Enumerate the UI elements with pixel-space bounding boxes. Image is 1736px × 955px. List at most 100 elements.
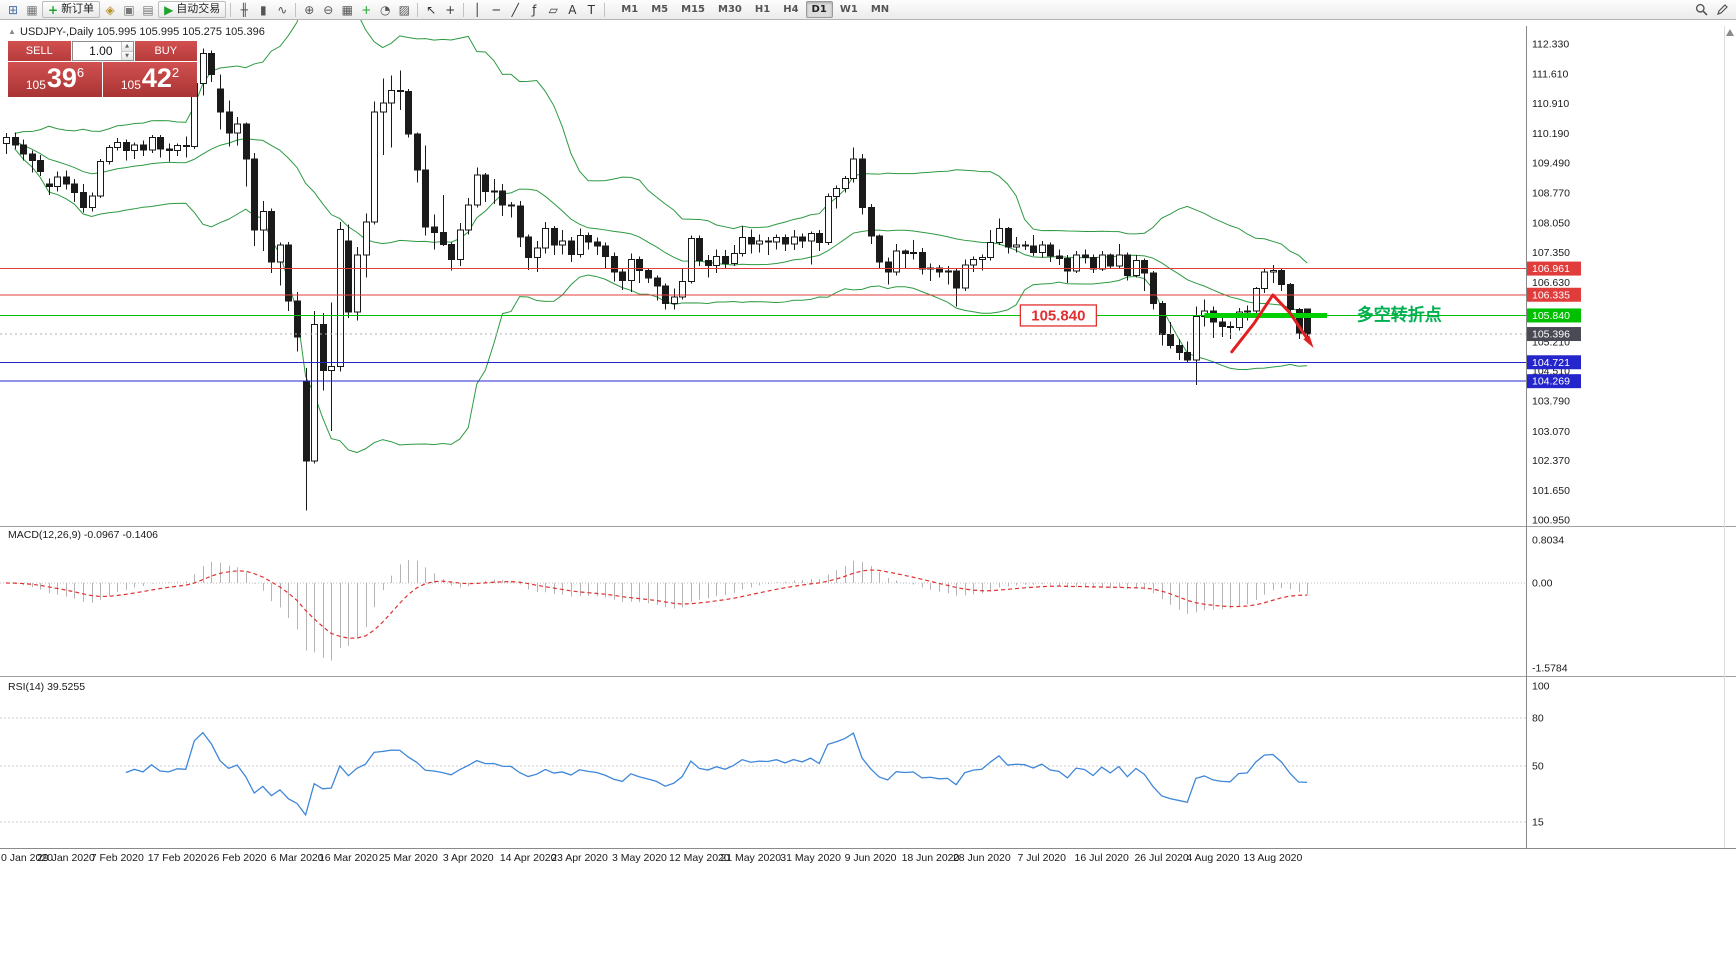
text-label-icon[interactable]: T [587, 2, 595, 17]
timeframe-button-d1[interactable]: D1 [805, 1, 833, 18]
candle-body [791, 236, 798, 245]
toolbar-right [1692, 1, 1732, 18]
sell-price-button[interactable]: 105 39 6 [8, 62, 102, 97]
price-axis[interactable]: 112.330 111.610 110.910 110.190 109.490 108.7… [1526, 26, 1582, 848]
date-tick-label: 29 Jan 2020 [37, 852, 95, 864]
date-tick-label: 16 Mar 2020 [319, 852, 378, 864]
volume-input[interactable] [72, 44, 115, 58]
candle-body [277, 244, 284, 263]
timeframe-button-m15[interactable]: M15 [681, 3, 706, 15]
indicators-icon[interactable]: + [361, 2, 372, 17]
sell-button[interactable]: SELL [8, 41, 71, 61]
candle-body [414, 133, 421, 171]
trendline-icon[interactable]: ╱ [511, 2, 519, 17]
macd-title: MACD(12,26,9) -0.0967 -0.1406 [8, 529, 158, 541]
profiles-icon[interactable]: ▦ [26, 2, 38, 17]
zoom-out-icon[interactable]: ⊖ [323, 2, 334, 17]
candle-body [602, 245, 609, 257]
trend-arrow [1230, 293, 1312, 354]
candle-body [1253, 288, 1260, 312]
horizontal-line-icon[interactable]: ─ [492, 2, 500, 17]
fibonacci-icon[interactable]: ƒ [532, 2, 537, 17]
navigator-icon[interactable]: ▤ [142, 2, 154, 17]
candle-body [226, 111, 233, 134]
vertical-line-icon[interactable]: │ [473, 2, 481, 17]
date-tick-label: 13 Aug 2020 [1243, 852, 1302, 864]
price-badge [1527, 355, 1581, 370]
bar-chart-icon[interactable]: ╫ [240, 2, 248, 17]
candle-body [482, 174, 489, 193]
candle-body [679, 281, 686, 298]
rsi-panel: 100 80 50 15 [0, 681, 1550, 829]
candle-body [1005, 227, 1012, 248]
search-icon[interactable] [1692, 1, 1711, 18]
candle-body [251, 158, 258, 231]
timeframe-button-m1[interactable]: M1 [621, 3, 639, 15]
price-tick-label: 103.790 [1532, 396, 1570, 408]
candle-body [1030, 245, 1037, 253]
line-chart-icon[interactable]: ∿ [277, 2, 288, 17]
date-tick-label: 28 Jun 2020 [953, 852, 1011, 864]
mql5-community-icon[interactable]: ◈ [105, 2, 115, 17]
timeframe-button-h4[interactable]: H4 [783, 3, 799, 15]
candle-body [508, 204, 515, 207]
candle-body [936, 267, 943, 273]
candle-body [850, 158, 857, 179]
market-watch-icon[interactable]: ▣ [123, 2, 135, 17]
timeframe-button-mn[interactable]: MN [870, 3, 890, 15]
autotrading-icon: ▶ [164, 2, 174, 17]
shapes-icon[interactable]: ▱ [548, 2, 558, 17]
chart-title: USDJPY-,Daily 105.995 105.995 105.275 10… [20, 26, 265, 38]
candle-body [619, 271, 626, 281]
autotrading-button[interactable]: ▶ 自动交易 [158, 1, 227, 18]
candle-body [962, 264, 969, 289]
candle-body [131, 144, 138, 152]
candle-body [89, 195, 96, 209]
candle-body [63, 176, 70, 185]
new-chart-icon[interactable]: ⊞ [7, 2, 19, 17]
candle-body [1013, 244, 1020, 248]
candle-body [773, 237, 780, 243]
candle-body [739, 237, 746, 255]
price-callout-box [1019, 304, 1098, 327]
candle-body [431, 226, 438, 234]
price-callout-label: 105.840 [1031, 307, 1085, 324]
candle-body [1219, 321, 1226, 327]
candle-body [371, 111, 378, 223]
zoom-in-icon[interactable]: ⊕ [304, 2, 315, 17]
panel-separators [0, 526, 1736, 849]
candle-body [1124, 254, 1131, 276]
macd-signal-line [5, 569, 1308, 639]
candlestick-chart-icon[interactable]: ▮ [259, 2, 267, 17]
scroll-up-icon[interactable] [1726, 29, 1734, 36]
crosshair-icon[interactable]: + [445, 2, 456, 17]
new-order-button[interactable]: + 新订单 [42, 1, 101, 18]
rsi-title: RSI(14) 39.5255 [8, 681, 85, 693]
timeframe-button-m30[interactable]: M30 [718, 3, 742, 15]
candle-body [303, 381, 310, 462]
timeframe-button-w1[interactable]: W1 [839, 3, 858, 15]
candle-body [534, 247, 541, 259]
price-tick-label: 112.330 [1532, 39, 1569, 51]
volume-down-icon[interactable]: ▼ [121, 51, 133, 60]
periods-icon[interactable]: ◔ [380, 2, 391, 17]
toolbar-separator [604, 2, 606, 17]
volume-spinner: ▲ ▼ [120, 42, 133, 60]
buy-price-button[interactable]: 105 42 2 [103, 62, 197, 97]
volume-up-icon[interactable]: ▲ [121, 42, 133, 51]
tile-windows-icon[interactable]: ▦ [341, 2, 353, 17]
templates-icon[interactable]: ▨ [398, 2, 410, 17]
date-tick-label: 3 May 2020 [612, 852, 667, 864]
date-tick-label: 26 Jul 2020 [1134, 852, 1188, 864]
cursor-icon[interactable]: ↖ [426, 2, 437, 17]
buy-button[interactable]: BUY [134, 41, 197, 61]
candle-body [765, 240, 772, 243]
date-tick-label: 23 Apr 2020 [551, 852, 608, 864]
text-icon[interactable]: A [568, 2, 577, 17]
timeframe-button-m5[interactable]: M5 [651, 3, 669, 15]
new-order-icon: + [48, 2, 59, 17]
timeframe-button-h1[interactable]: H1 [754, 3, 771, 15]
edit-icon[interactable] [1713, 1, 1732, 18]
